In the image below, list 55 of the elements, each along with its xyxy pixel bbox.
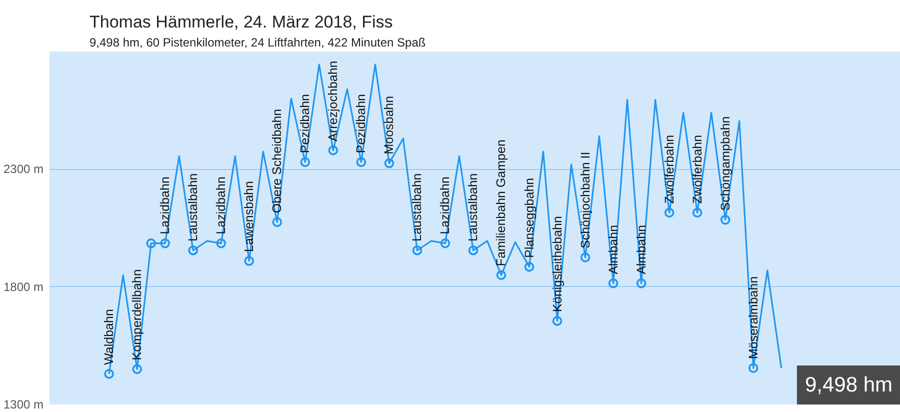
x-tick-label: Pezidbahn bbox=[298, 94, 312, 154]
point bbox=[412, 245, 422, 256]
text: 9,498 hm bbox=[804, 374, 893, 396]
point bbox=[664, 208, 674, 218]
x-tick-label: Zwölferbahn bbox=[690, 134, 704, 204]
x-tick-label: Almbahn bbox=[606, 224, 620, 274]
x-tick-label: Zwölferbahn bbox=[662, 134, 676, 204]
x-tick-label: Lazidbahn bbox=[158, 176, 172, 234]
point bbox=[524, 262, 534, 272]
x-tick-label: Planseggbahn bbox=[522, 178, 536, 258]
point bbox=[146, 238, 156, 248]
point bbox=[496, 270, 506, 280]
y-tick-label: 1800 m bbox=[3, 280, 44, 294]
x-tick-label: Lawensbahn bbox=[242, 181, 256, 252]
x-tick-label: Königsleithebahn bbox=[550, 216, 564, 312]
x-tick-label: Arrezjochbahn bbox=[326, 60, 340, 142]
x-tick-label: Pezidbahn bbox=[354, 94, 368, 154]
x-tick-label: Waldbahn bbox=[102, 309, 116, 365]
x-tick-label: Schönjochbahn II bbox=[578, 152, 592, 248]
point bbox=[104, 369, 114, 379]
point bbox=[356, 157, 366, 167]
y-tick-label: 2300 m bbox=[3, 162, 44, 176]
x-tick-label: Schöngampbahn bbox=[718, 116, 732, 211]
x-tick-label: Familienbahn Gampen bbox=[494, 140, 508, 266]
chart-title: Thomas Hämmerle, 24. März 2018, Fiss bbox=[90, 12, 393, 32]
point bbox=[300, 157, 310, 167]
point bbox=[720, 214, 730, 225]
point bbox=[636, 278, 646, 288]
x-tick-label: Laustalbahn bbox=[466, 173, 480, 242]
point bbox=[692, 208, 702, 218]
point bbox=[132, 364, 142, 374]
point bbox=[244, 256, 254, 266]
point bbox=[440, 238, 450, 248]
x-tick-label: Moosbahn bbox=[382, 96, 396, 154]
x-tick-label: Obere Scheidbahn bbox=[270, 108, 284, 214]
x-tick-label: Almbahn bbox=[634, 224, 648, 274]
x-tick-label: Laustalbahn bbox=[186, 173, 200, 242]
y-tick-label: 1300 m bbox=[3, 398, 44, 412]
x-tick-label: Komperdellbahn bbox=[130, 269, 144, 360]
x-tick-label: Lazidbahn bbox=[438, 176, 452, 234]
chart-subtitle: 9,498 hm, 60 Pistenkilometer, 24 Liftfahrten, 422 Minuten Spaß bbox=[90, 36, 426, 50]
point bbox=[188, 245, 198, 256]
point bbox=[384, 158, 394, 168]
x-tick-label: Lazidbahn bbox=[214, 176, 228, 234]
point bbox=[608, 278, 618, 288]
point bbox=[580, 252, 590, 262]
x-tick-label: Möseralmbahn bbox=[746, 276, 760, 360]
point bbox=[160, 238, 170, 248]
x-tick-label: Laustalbahn bbox=[410, 173, 424, 242]
point bbox=[552, 316, 562, 326]
point bbox=[216, 238, 226, 248]
point bbox=[748, 363, 758, 373]
point bbox=[328, 145, 338, 156]
point bbox=[468, 245, 478, 256]
point bbox=[272, 217, 282, 228]
